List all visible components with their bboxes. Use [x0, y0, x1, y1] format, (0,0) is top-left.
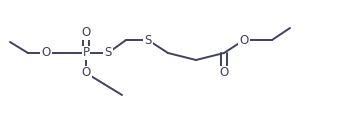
Text: O: O	[81, 67, 91, 80]
Text: O: O	[81, 27, 91, 39]
Text: O: O	[42, 47, 51, 60]
Text: S: S	[144, 33, 152, 47]
Text: O: O	[219, 67, 229, 80]
Text: P: P	[82, 47, 90, 60]
Text: S: S	[104, 47, 112, 60]
Text: O: O	[239, 33, 249, 47]
